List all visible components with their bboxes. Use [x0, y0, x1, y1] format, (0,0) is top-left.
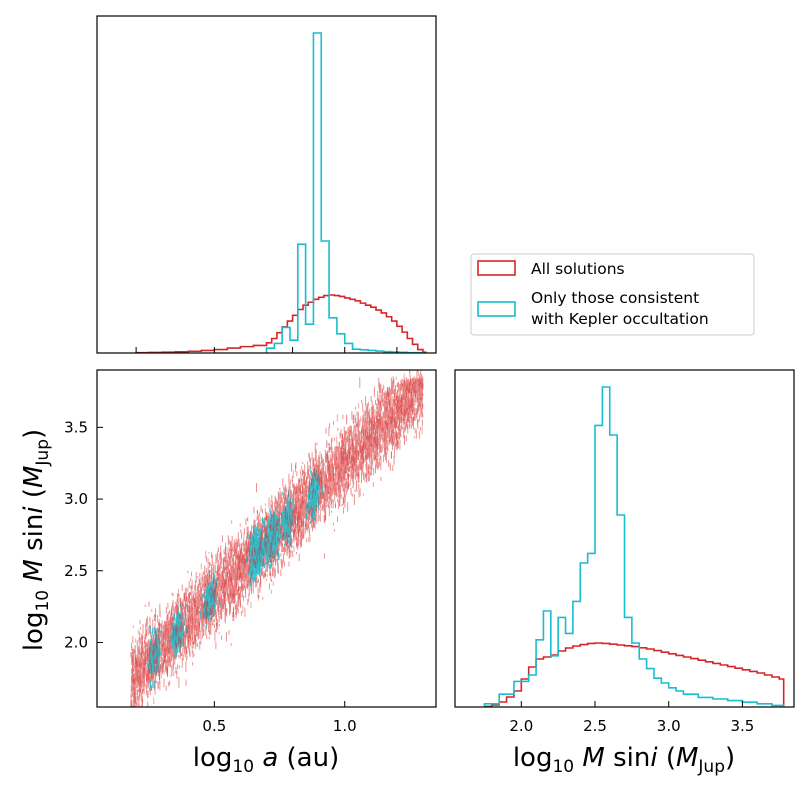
scatter-y-axis-label: log10 M sini (MJup) — [19, 429, 53, 651]
legend-box — [470, 253, 755, 336]
panel-top-left-histogram — [96, 15, 437, 354]
mass-hist-x-axis-label: log10 M sini (MJup) — [513, 743, 735, 777]
tl-hist-kepler-step — [265, 32, 424, 353]
panel-bottom-left-frame — [96, 369, 437, 708]
legend-swatch-all — [477, 260, 516, 276]
br-x-tick-label: 3.0 — [657, 717, 681, 735]
scatter-all-solutions-overlay — [130, 370, 424, 707]
tl-hist-all-solutions-step — [135, 294, 427, 353]
scatter-x-tick-label: 0.5 — [202, 717, 226, 735]
panel-bottom-right-frame — [454, 369, 795, 708]
scatter-y-tick-label: 2.5 — [64, 562, 88, 580]
br-x-tick-label: 3.5 — [730, 717, 754, 735]
br-x-tick-label: 2.0 — [509, 717, 533, 735]
scatter-y-tick-label: 2.0 — [64, 633, 88, 651]
legend-label-kepler-line1: Only those consistent — [531, 289, 699, 307]
legend-label-kepler-line2: with Kepler occultation — [531, 310, 709, 328]
legend: All solutions Only those consistent with… — [470, 253, 755, 336]
br-hist-kepler-step — [483, 386, 785, 707]
scatter-x-tick-label: 1.0 — [333, 717, 357, 735]
legend-label-all: All solutions — [531, 260, 625, 278]
panel-bottom-left-scatter: 0.5 1.0 2.0 2.5 3.0 3.5 log10 a (au) log10 M … — [19, 369, 437, 777]
panel-bottom-right-histogram: 2.0 2.5 3.0 3.5 log10 M sini (MJup) — [454, 369, 795, 777]
scatter-y-tick-label: 3.0 — [64, 490, 88, 508]
br-hist-all-solutions-step — [483, 642, 785, 707]
scatter-y-tick-label: 3.5 — [64, 418, 88, 436]
legend-swatch-kepler — [477, 301, 516, 317]
panel-top-left-frame — [96, 15, 437, 354]
scatter-x-axis-label: log10 a (au) — [193, 743, 339, 777]
br-x-tick-label: 2.5 — [583, 717, 607, 735]
